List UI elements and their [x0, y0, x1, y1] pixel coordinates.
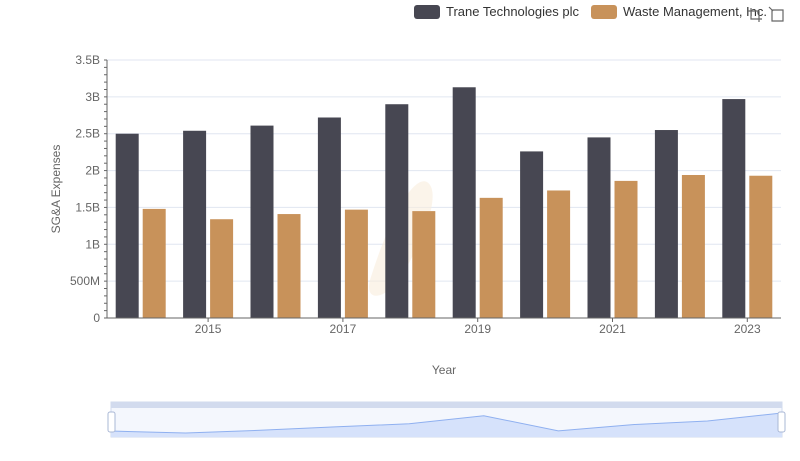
- legend-label: Trane Technologies plc: [446, 4, 579, 19]
- bar-waste-management-2019[interactable]: [479, 197, 503, 318]
- data-zoom-slider[interactable]: [107, 401, 786, 438]
- zoom-icon[interactable]: [746, 6, 764, 24]
- legend-item-trane[interactable]: Trane Technologies plc: [414, 4, 579, 19]
- y-tick-label: 3B: [85, 90, 100, 104]
- slider-preview: [110, 412, 783, 437]
- x-axis-title: Year: [432, 363, 456, 377]
- bar-waste-management-2021[interactable]: [614, 180, 638, 318]
- slider-right-handle[interactable]: [777, 411, 786, 433]
- bar-trane-2023[interactable]: [722, 99, 746, 318]
- y-tick-label: 2B: [85, 164, 100, 178]
- bars-group: [115, 87, 773, 318]
- x-axis: 2015 2017 2019 2021 2023: [107, 317, 781, 336]
- x-tick-label: 2017: [330, 322, 357, 336]
- bar-trane-2020[interactable]: [520, 151, 544, 318]
- bar-trane-2022[interactable]: [654, 130, 678, 318]
- legend-swatch: [414, 4, 440, 19]
- bar-trane-2019[interactable]: [452, 87, 476, 318]
- legend-swatch: [590, 4, 617, 19]
- legend: Trane Technologies plc Waste Management,…: [414, 4, 779, 19]
- legend-label: Waste Management, Inc.: [622, 4, 768, 19]
- bar-waste-management-2023[interactable]: [749, 175, 773, 318]
- x-tick-label: 2023: [734, 322, 761, 336]
- slider-left-handle[interactable]: [107, 411, 116, 433]
- y-tick-label: 0: [93, 311, 100, 325]
- slider-top-bar[interactable]: [111, 402, 782, 408]
- bar-trane-2014[interactable]: [115, 133, 139, 318]
- bar-trane-2015[interactable]: [183, 130, 207, 318]
- bar-waste-management-2014[interactable]: [142, 208, 166, 318]
- y-tick-label: 1.5B: [75, 200, 100, 214]
- y-tick-label: 500M: [70, 274, 100, 288]
- y-tick-label: 3.5B: [75, 53, 100, 67]
- slider-preview-area: [111, 413, 782, 437]
- bar-waste-management-2018[interactable]: [412, 211, 436, 318]
- legend-item-waste-management[interactable]: Waste Management, Inc.: [590, 4, 768, 19]
- bar-trane-2016[interactable]: [250, 125, 274, 318]
- x-tick-label: 2019: [464, 322, 491, 336]
- slider-preview-line: [110, 412, 783, 434]
- y-axis-title: SG&A Expenses: [49, 145, 63, 234]
- restore-icon[interactable]: [768, 6, 786, 24]
- bar-trane-2018[interactable]: [385, 104, 409, 318]
- y-tick-label: 2.5B: [75, 127, 100, 141]
- grid-lines: [107, 59, 781, 319]
- y-axis: 0 500M 1B 1.5B 2B 2.5B 3B 3.5B: [70, 53, 108, 325]
- bar-waste-management-2017[interactable]: [344, 209, 368, 318]
- bar-trane-2021[interactable]: [587, 137, 611, 318]
- toolbox: [746, 6, 790, 24]
- bar-waste-management-2016[interactable]: [277, 214, 301, 318]
- bar-waste-management-2015[interactable]: [210, 219, 234, 318]
- y-tick-label: 1B: [85, 237, 100, 251]
- x-tick-label: 2015: [195, 322, 222, 336]
- bar-trane-2017[interactable]: [317, 117, 341, 318]
- bar-waste-management-2020[interactable]: [547, 190, 571, 318]
- x-tick-label: 2021: [599, 322, 626, 336]
- bar-waste-management-2022[interactable]: [681, 174, 705, 318]
